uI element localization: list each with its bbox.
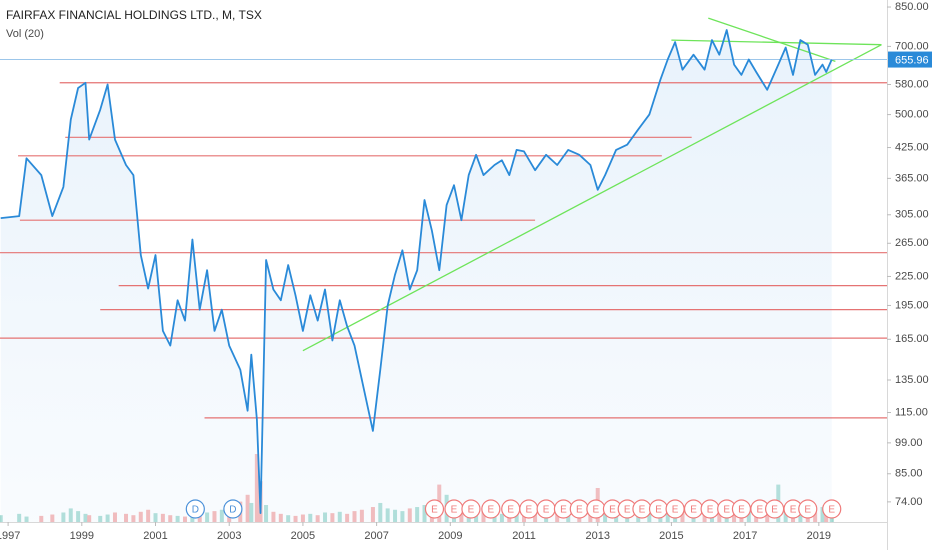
event-marker[interactable] bbox=[185, 499, 205, 519]
x-tick-label: 2001 bbox=[143, 530, 167, 542]
price-line bbox=[0, 29, 833, 514]
event-marker[interactable] bbox=[481, 499, 501, 519]
chart-title: FAIRFAX FINANCIAL HOLDINGS LTD., M, TSX bbox=[6, 8, 262, 22]
event-label: E bbox=[707, 505, 714, 516]
y-tick-label: 99.00 bbox=[895, 437, 923, 449]
event-label: E bbox=[723, 505, 730, 516]
event-label: E bbox=[576, 505, 583, 516]
event-label: E bbox=[560, 505, 567, 516]
y-tick-label: 580.00 bbox=[895, 78, 929, 90]
price-area bbox=[0, 30, 832, 522]
y-tick-label: 225.00 bbox=[895, 270, 929, 282]
y-tick-label: 365.00 bbox=[895, 172, 929, 184]
event-label: E bbox=[593, 505, 600, 516]
event-label: E bbox=[804, 505, 811, 516]
y-tick-label: 265.00 bbox=[895, 237, 929, 249]
event-label: E bbox=[624, 505, 631, 516]
y-tick-label: 135.00 bbox=[895, 374, 929, 386]
event-label: E bbox=[431, 505, 438, 516]
indicator-label: Vol (20) bbox=[6, 28, 44, 40]
x-tick-label: 2005 bbox=[291, 530, 315, 542]
price-label: 655.96 bbox=[895, 54, 929, 66]
event-marker[interactable] bbox=[798, 499, 818, 519]
trend-line bbox=[708, 17, 836, 63]
x-tick-label: 2011 bbox=[512, 530, 536, 542]
event-marker[interactable] bbox=[822, 499, 842, 519]
event-label: E bbox=[639, 505, 646, 516]
event-marker[interactable] bbox=[461, 499, 481, 519]
y-tick-label: 500.00 bbox=[895, 108, 929, 120]
trend-line bbox=[671, 39, 882, 46]
y-tick-label: 195.00 bbox=[895, 299, 929, 311]
x-tick-label: 2007 bbox=[364, 530, 388, 542]
event-label: E bbox=[690, 505, 697, 516]
y-tick-label: 425.00 bbox=[895, 141, 929, 153]
event-label: E bbox=[738, 505, 745, 516]
event-marker[interactable] bbox=[223, 499, 243, 519]
y-tick-label: 305.00 bbox=[895, 209, 929, 221]
event-label: E bbox=[468, 505, 475, 516]
event-label: E bbox=[757, 505, 764, 516]
x-tick-label: 2017 bbox=[733, 530, 757, 542]
y-tick-label: 850.00 bbox=[895, 1, 929, 13]
event-label: E bbox=[828, 505, 835, 516]
price-label-box bbox=[888, 51, 932, 68]
event-marker[interactable] bbox=[424, 499, 445, 519]
x-tick-label: 1997 bbox=[0, 530, 20, 542]
event-label: E bbox=[655, 505, 662, 516]
event-label: E bbox=[451, 505, 458, 516]
x-tick-label: 2013 bbox=[585, 530, 609, 542]
y-tick-label: 74.00 bbox=[895, 496, 923, 508]
event-label: E bbox=[771, 505, 778, 516]
event-label: E bbox=[609, 505, 616, 516]
event-label: E bbox=[543, 505, 550, 516]
y-tick-label: 115.00 bbox=[895, 406, 928, 418]
event-label: E bbox=[790, 505, 797, 516]
event-label: E bbox=[488, 505, 495, 516]
x-tick-label: 2015 bbox=[659, 530, 683, 542]
event-label: E bbox=[672, 505, 679, 516]
x-tick-label: 2009 bbox=[438, 530, 462, 542]
event-label: D bbox=[229, 505, 236, 516]
x-tick-label: 2019 bbox=[807, 530, 831, 542]
y-tick-label: 165.00 bbox=[895, 333, 929, 345]
x-tick-label: 1999 bbox=[70, 530, 94, 542]
x-tick-label: 2003 bbox=[217, 530, 241, 542]
event-label: E bbox=[525, 505, 532, 516]
y-tick-label: 700.00 bbox=[895, 40, 929, 52]
event-label: E bbox=[507, 505, 514, 516]
event-label: D bbox=[192, 505, 199, 516]
y-tick-label: 85.00 bbox=[895, 468, 923, 480]
trend-line bbox=[302, 44, 882, 352]
